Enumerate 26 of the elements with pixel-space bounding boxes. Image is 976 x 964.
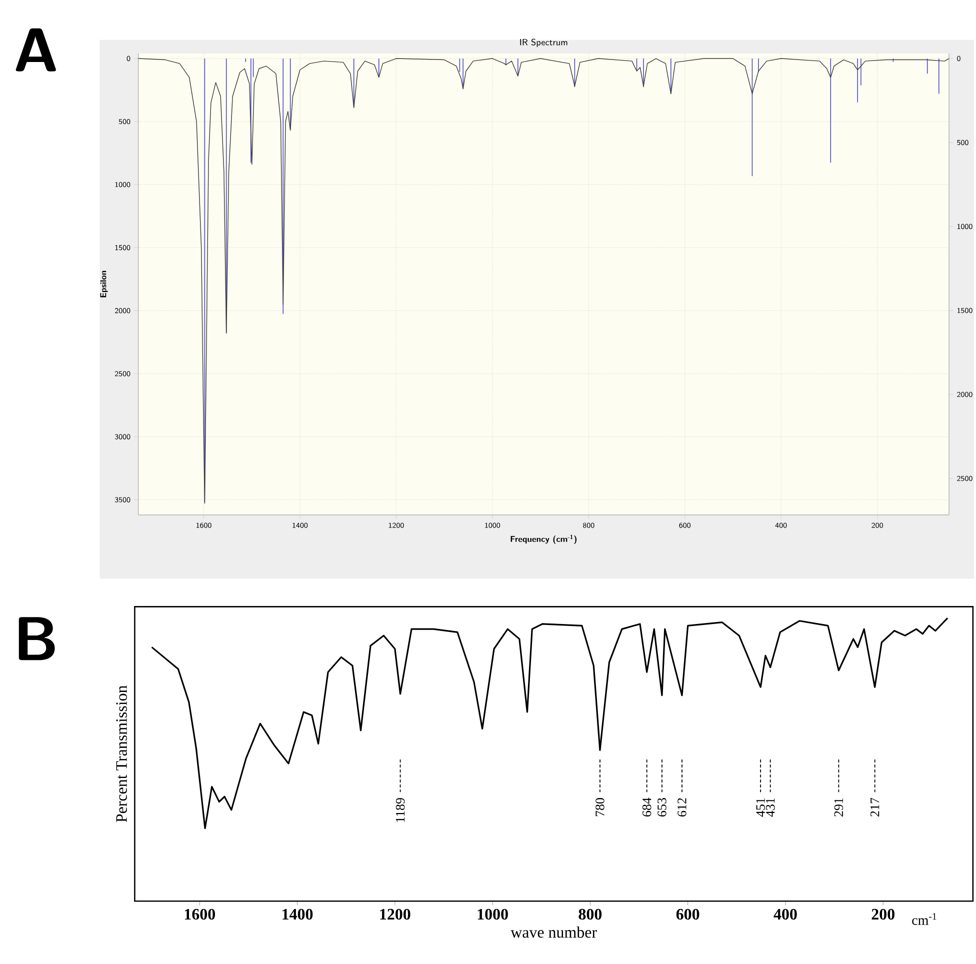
annotation: 291 — [834, 798, 844, 816]
x-tick-label: 200 — [872, 908, 894, 920]
text: B — [18, 617, 55, 660]
text: cm$^{-1}$ — [912, 913, 936, 925]
chart-title: IR Spectrum — [520, 38, 568, 47]
annotation: 780 — [596, 798, 604, 816]
y-axis-title: Percent Transmission — [116, 685, 127, 822]
annotation: 431 — [766, 798, 775, 817]
x-axis-title: Frequency (cm$^{-1}$) — [510, 534, 577, 544]
annotation: 1189 — [396, 798, 405, 822]
x-tick-label: 1200 — [380, 908, 410, 920]
x-tick-label: 1000 — [478, 908, 508, 920]
x-tick-label: 1600 — [184, 908, 215, 920]
x-tick-label: 400 — [774, 908, 797, 920]
y-axis-title: Epsilon — [100, 270, 108, 298]
annotation: 217 — [870, 798, 880, 816]
annotation: 612 — [678, 798, 686, 816]
text: A — [16, 28, 56, 72]
annotation: 684 — [642, 798, 652, 816]
annotation: 653 — [658, 798, 666, 816]
x-tick-label: 600 — [676, 908, 700, 920]
annotation: 451 — [756, 798, 765, 817]
x-tick-label: 800 — [578, 908, 602, 920]
x-tick-label: 1400 — [282, 908, 313, 920]
x-axis-title: wave number — [510, 926, 597, 938]
line-series — [138, 58, 950, 503]
